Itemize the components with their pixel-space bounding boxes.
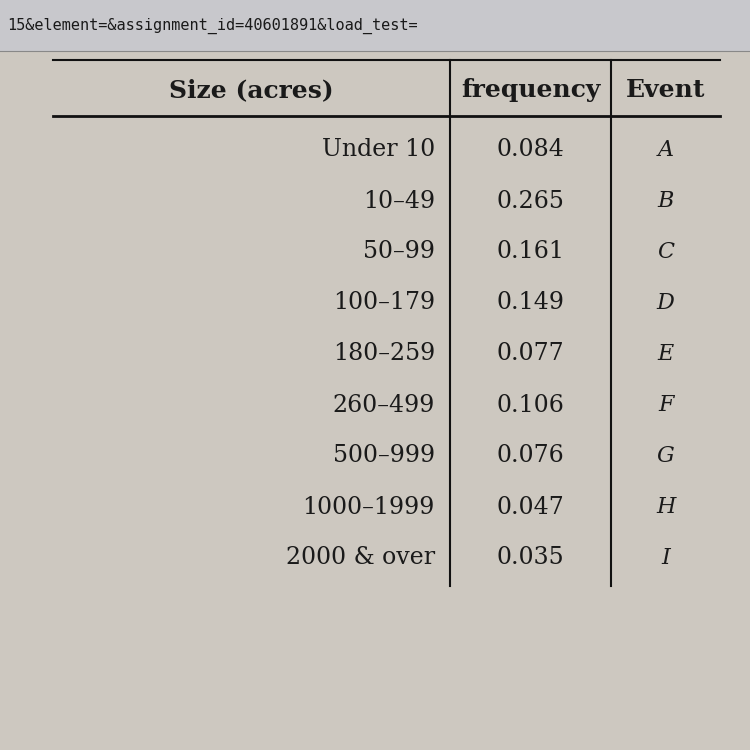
Text: Event: Event [626,78,705,102]
Text: 0.265: 0.265 [496,190,565,212]
Text: 0.035: 0.035 [496,547,565,569]
Text: D: D [657,292,674,314]
Text: 0.077: 0.077 [496,343,565,365]
Text: Size (acres): Size (acres) [169,78,334,102]
Text: C: C [657,241,674,263]
Text: 1000–1999: 1000–1999 [302,496,435,518]
Text: 10–49: 10–49 [363,190,435,212]
Text: 0.084: 0.084 [496,139,565,161]
Text: 0.076: 0.076 [496,445,565,467]
Text: 0.047: 0.047 [496,496,565,518]
Text: F: F [658,394,674,416]
Text: 180–259: 180–259 [333,343,435,365]
Text: E: E [658,343,674,365]
Text: 100–179: 100–179 [333,292,435,314]
Text: 15&element=&assignment_id=40601891&load_test=: 15&element=&assignment_id=40601891&load_… [8,17,419,34]
Text: 0.161: 0.161 [496,241,565,263]
Text: A: A [658,139,674,161]
Text: 500–999: 500–999 [333,445,435,467]
Text: frequency: frequency [461,78,600,102]
Text: H: H [656,496,675,518]
Text: 260–499: 260–499 [332,394,435,416]
Text: 50–99: 50–99 [363,241,435,263]
Text: 0.106: 0.106 [496,394,565,416]
Text: I: I [662,547,670,569]
Text: G: G [657,445,674,467]
Text: 0.149: 0.149 [496,292,565,314]
Text: 2000 & over: 2000 & over [286,547,435,569]
Text: Under 10: Under 10 [322,139,435,161]
Text: B: B [658,190,674,212]
Bar [0,0,750,51]
